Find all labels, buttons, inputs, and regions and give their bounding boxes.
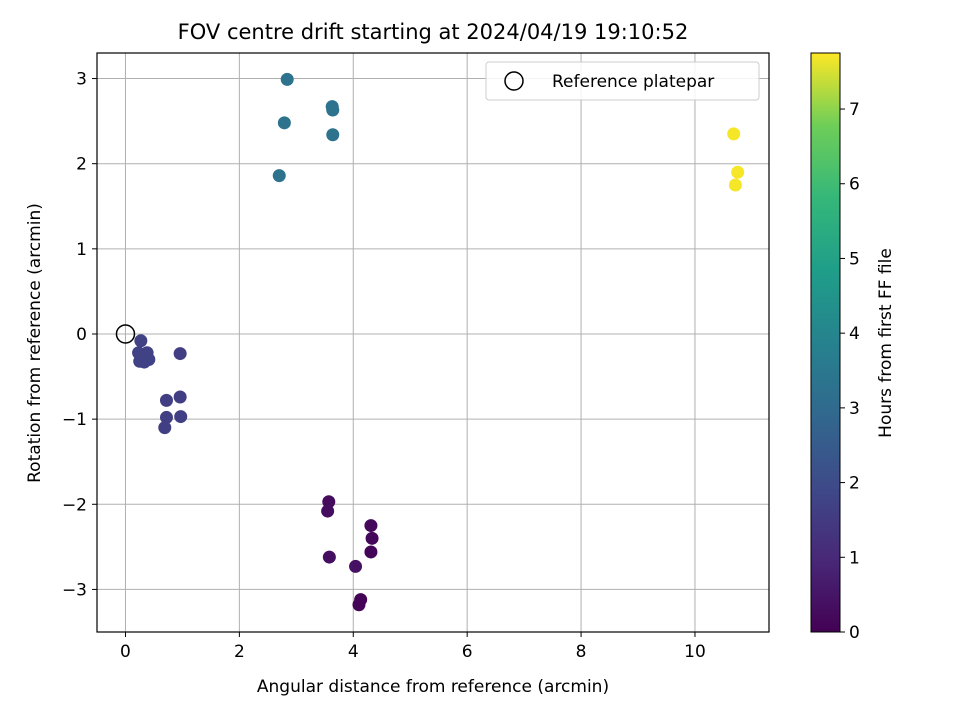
legend-marker [504, 71, 524, 91]
grid [97, 53, 769, 632]
data-point [326, 103, 340, 117]
colorbar-gradient [810, 52, 841, 633]
data-point [277, 116, 291, 130]
data-point [137, 355, 151, 369]
legend: Reference platepar [485, 61, 760, 101]
y-tick-label: 0 [76, 325, 87, 345]
x-tick-label: 2 [234, 642, 245, 662]
data-point [280, 72, 294, 86]
x-axis-label: Angular distance from reference (arcmin) [257, 677, 609, 697]
data-point [352, 598, 366, 612]
colorbar-tick-label: 5 [849, 249, 860, 269]
data-point [727, 127, 741, 141]
legend-label: Reference platepar [552, 72, 714, 92]
y-tick-label: 3 [76, 70, 87, 90]
x-tick-label: 8 [576, 642, 587, 662]
data-point [173, 390, 187, 404]
data-point [326, 128, 340, 142]
colorbar-tick-label: 1 [849, 548, 860, 568]
data-point [365, 531, 379, 545]
data-point [174, 410, 188, 424]
y-tick-label: −3 [62, 580, 87, 600]
y-tick-label: −2 [62, 495, 87, 515]
chart-title: FOV centre drift starting at 2024/04/19 … [178, 20, 689, 44]
data-points [132, 72, 745, 612]
colorbar: 0 1 2 3 4 5 6 7 Hours from first FF file [810, 52, 896, 643]
plot-frame [96, 52, 770, 633]
data-point [322, 550, 336, 564]
y-ticks: −3 −2 −1 0 1 2 3 [62, 70, 97, 600]
x-tick-label: 0 [120, 642, 131, 662]
colorbar-tick-label: 3 [849, 399, 860, 419]
data-point [364, 519, 378, 533]
colorbar-tick-label: 2 [849, 474, 860, 494]
data-point [134, 334, 148, 348]
data-point [159, 410, 173, 424]
colorbar-tick-label: 0 [849, 623, 860, 643]
data-point [349, 559, 363, 573]
y-tick-label: −1 [62, 410, 87, 430]
x-tick-label: 10 [684, 642, 706, 662]
reference-platepar-marker [115, 324, 136, 344]
data-point [731, 165, 745, 179]
data-point [173, 347, 187, 361]
legend-box [485, 61, 760, 101]
colorbar-tick-label: 7 [849, 100, 860, 120]
x-tick-label: 4 [348, 642, 359, 662]
x-ticks: 0 2 4 6 8 10 [120, 632, 706, 662]
colorbar-tick-label: 6 [849, 175, 860, 195]
y-tick-label: 1 [76, 240, 87, 260]
data-point [728, 178, 742, 192]
y-tick-label: 2 [76, 155, 87, 175]
x-tick-label: 6 [462, 642, 473, 662]
data-point [159, 393, 173, 407]
colorbar-tick-label: 4 [849, 324, 860, 344]
data-point [272, 169, 286, 183]
data-point [158, 421, 172, 435]
colorbar-label: Hours from first FF file [876, 248, 896, 438]
y-axis-label: Rotation from reference (arcmin) [25, 203, 45, 483]
data-point [321, 504, 335, 518]
data-point [364, 545, 378, 559]
colorbar-ticks: 0 1 2 3 4 5 6 7 [840, 100, 860, 643]
